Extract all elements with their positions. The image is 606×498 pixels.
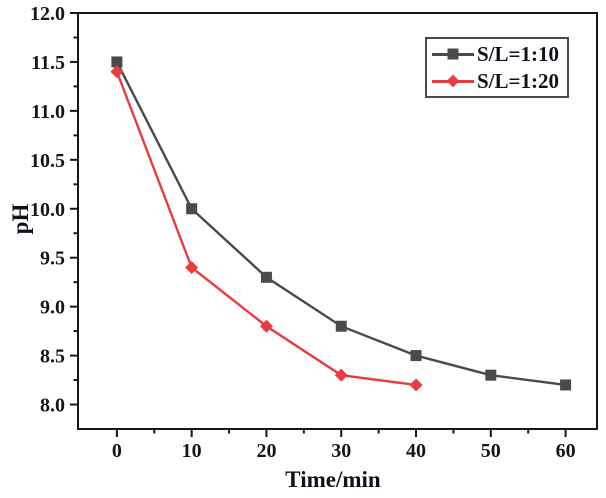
x-tick-label: 0 [112, 440, 122, 462]
y-tick-label: 11.0 [31, 101, 65, 123]
data-point-square [410, 350, 422, 362]
data-point-square [260, 271, 272, 283]
data-point-diamond [259, 319, 273, 333]
data-point-diamond [185, 260, 199, 274]
x-tick-label: 10 [182, 440, 202, 462]
y-tick-label: 9.5 [40, 248, 65, 270]
legend-square-marker-icon [432, 46, 474, 62]
legend-item: S/L=1:10 [427, 42, 567, 66]
x-tick-label: 30 [331, 440, 351, 462]
y-tick-label: 8.0 [40, 395, 65, 417]
y-tick-label: 10.5 [30, 150, 65, 172]
series-line-square [115, 61, 566, 387]
data-point-square [186, 203, 198, 215]
y-axis-label: pH [8, 203, 33, 235]
x-axis-label: Time/min [285, 467, 381, 492]
y-tick-label: 11.5 [31, 52, 65, 74]
x-tick-label: 60 [556, 440, 576, 462]
legend-label: S/L=1:20 [477, 68, 559, 93]
y-tick-label: 8.5 [40, 346, 65, 368]
data-point-square [335, 320, 347, 332]
x-tick-label: 40 [406, 440, 426, 462]
legend-diamond-marker-icon [432, 73, 474, 89]
data-point-diamond [110, 65, 124, 79]
data-point-diamond [334, 368, 348, 382]
y-tick-label: 9.0 [40, 297, 65, 319]
x-tick-label: 20 [256, 440, 276, 462]
x-tick-label: 50 [481, 440, 501, 462]
legend: S/L=1:10 S/L=1:20 [425, 37, 569, 98]
legend-label: S/L=1:10 [477, 41, 559, 66]
data-point-square [560, 379, 572, 391]
data-point-square [111, 56, 123, 68]
y-tick-label: 12.0 [30, 3, 65, 25]
data-point-square [485, 369, 497, 381]
data-point-diamond [409, 378, 423, 392]
legend-item: S/L=1:20 [427, 69, 567, 93]
plot-border [77, 12, 598, 430]
y-tick-label: 10.0 [30, 199, 65, 221]
